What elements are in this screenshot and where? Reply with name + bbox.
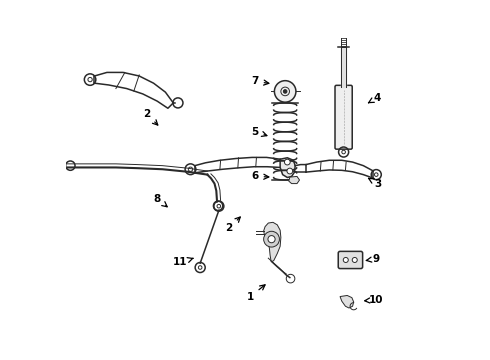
Circle shape	[274, 81, 296, 102]
Polygon shape	[340, 296, 354, 308]
Text: 6: 6	[251, 171, 269, 181]
FancyBboxPatch shape	[335, 85, 352, 149]
Text: 9: 9	[367, 254, 379, 264]
Circle shape	[268, 235, 275, 243]
Text: 4: 4	[368, 93, 381, 103]
Text: 3: 3	[368, 178, 381, 189]
Text: 7: 7	[251, 76, 269, 86]
Text: 5: 5	[251, 127, 267, 136]
Polygon shape	[264, 222, 281, 262]
Circle shape	[285, 159, 290, 165]
Polygon shape	[280, 158, 295, 177]
Text: 2: 2	[143, 109, 158, 125]
Circle shape	[287, 168, 293, 174]
Circle shape	[283, 90, 287, 93]
Text: 10: 10	[365, 295, 383, 305]
Text: 8: 8	[153, 194, 167, 207]
Circle shape	[264, 231, 279, 247]
FancyBboxPatch shape	[338, 251, 363, 269]
Text: 11: 11	[173, 257, 193, 267]
Circle shape	[343, 257, 348, 262]
Text: 1: 1	[247, 285, 265, 302]
Text: 2: 2	[225, 217, 240, 233]
Polygon shape	[289, 176, 299, 184]
Circle shape	[352, 257, 357, 262]
